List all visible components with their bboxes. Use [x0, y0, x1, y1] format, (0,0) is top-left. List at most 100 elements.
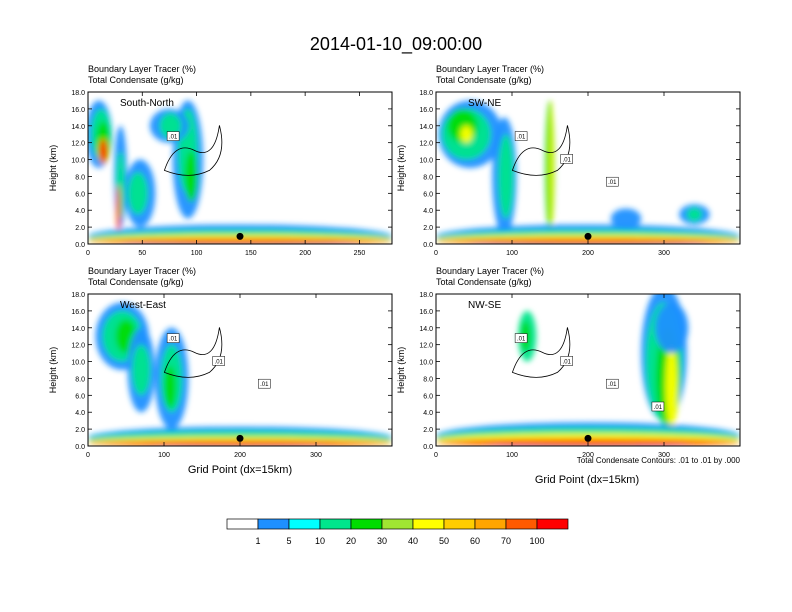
y-tick-label: 14.0 — [419, 326, 433, 333]
panel-header-line1: Boundary Layer Tracer (%) — [88, 64, 196, 74]
y-tick-label: 2.0 — [75, 427, 85, 434]
x-axis-label-right: Grid Point (dx=15km) — [535, 474, 639, 486]
legend-label: 10 — [315, 536, 325, 546]
legend-label: 70 — [501, 536, 511, 546]
svg-text:.01: .01 — [169, 135, 178, 141]
contour-label: .01 — [212, 356, 225, 366]
condensate-contours — [511, 125, 571, 176]
y-tick-label: 14.0 — [71, 326, 85, 333]
legend-swatch — [412, 518, 445, 530]
x-tick-label: 250 — [354, 250, 366, 257]
legend-label: 5 — [286, 536, 291, 546]
contour-label: .01 — [514, 131, 528, 141]
y-tick-label: 8.0 — [75, 174, 85, 181]
panel-header-line2: Total Condensate (g/kg) — [88, 75, 184, 85]
legend-swatch — [288, 518, 321, 530]
x-tick-label: 200 — [234, 452, 246, 459]
panel-1: .01 0.0 2.0 4.0 6.0 8.0 10.0 12.0 14.0 16.0 18.0 0 5… — [48, 64, 393, 257]
y-tick-label: 2.0 — [75, 225, 85, 232]
legend-swatch — [226, 518, 259, 530]
x-tick-label: 100 — [506, 452, 518, 459]
svg-text:.01: .01 — [563, 157, 572, 163]
panel-header-line2: Total Condensate (g/kg) — [88, 277, 184, 287]
y-axis-label: Height (km) — [396, 145, 406, 192]
svg-text:.01: .01 — [517, 337, 526, 343]
contour-note: Total Condensate Contours: .01 to .01 by… — [577, 456, 741, 465]
y-tick-label: 4.0 — [75, 208, 85, 215]
x-tick-label: 0 — [434, 452, 438, 459]
y-axis-label: Height (km) — [48, 145, 58, 192]
svg-text:.01: .01 — [517, 135, 526, 141]
plot-frame — [87, 91, 393, 245]
location-marker — [236, 232, 244, 240]
panel-label: West-East — [120, 300, 166, 311]
contour-label: .01 — [651, 401, 665, 412]
y-tick-label: 14.0 — [71, 124, 85, 131]
legend-swatch — [381, 518, 414, 530]
x-tick-label: 200 — [582, 452, 594, 459]
svg-text:.01: .01 — [563, 359, 572, 365]
contour-label: .01 — [560, 356, 573, 366]
x-tick-label: 50 — [138, 250, 146, 257]
y-tick-label: 10.0 — [71, 158, 85, 165]
y-tick-label: 2.0 — [423, 225, 433, 232]
x-tick-label: 0 — [86, 452, 90, 459]
panel-header-line1: Boundary Layer Tracer (%) — [88, 266, 196, 276]
y-tick-label: 12.0 — [419, 141, 433, 148]
y-tick-label: 4.0 — [423, 208, 433, 215]
y-tick-label: 8.0 — [423, 376, 433, 383]
condensate-contours — [163, 327, 223, 378]
contour-label: .01 — [166, 131, 180, 141]
y-tick-label: 6.0 — [75, 191, 85, 198]
y-tick-label: 18.0 — [419, 292, 433, 299]
plot-area — [436, 294, 740, 446]
legend-swatch — [536, 518, 569, 530]
y-tick-label: 4.0 — [423, 410, 433, 417]
x-tick-label: 200 — [582, 250, 594, 257]
condensate-contours — [163, 125, 223, 176]
x-axis-label-left: Grid Point (dx=15km) — [188, 464, 292, 476]
legend-label: 30 — [377, 536, 387, 546]
y-tick-label: 8.0 — [423, 174, 433, 181]
y-tick-label: 0.0 — [423, 444, 433, 451]
location-marker — [584, 232, 592, 240]
y-tick-label: 12.0 — [419, 343, 433, 350]
y-tick-label: 18.0 — [71, 292, 85, 299]
legend-label: 40 — [408, 536, 418, 546]
panel-label: South-North — [120, 98, 174, 109]
location-marker — [236, 434, 244, 442]
x-tick-label: 300 — [310, 452, 322, 459]
location-marker — [584, 434, 592, 442]
y-tick-label: 6.0 — [75, 393, 85, 400]
legend-label: 50 — [439, 536, 449, 546]
y-tick-label: 12.0 — [71, 141, 85, 148]
contour-label: .01 — [606, 378, 619, 389]
svg-text:.01: .01 — [608, 180, 617, 186]
svg-text:.01: .01 — [608, 382, 617, 388]
legend-swatch — [443, 518, 476, 530]
x-tick-label: 200 — [299, 250, 311, 257]
y-tick-label: 12.0 — [71, 343, 85, 350]
contour-label: .01 — [166, 333, 180, 343]
contour-label: .01 — [560, 154, 573, 164]
panel-label: NW-SE — [468, 300, 501, 311]
legend-label: 100 — [529, 536, 544, 546]
svg-text:.01: .01 — [260, 382, 269, 388]
x-tick-label: 0 — [86, 250, 90, 257]
y-tick-label: 16.0 — [71, 107, 85, 114]
x-tick-label: 100 — [158, 452, 170, 459]
panel-2: .01 .01 .01 0.0 2.0 4.0 6.0 8.0 10.0 12.0 14.0 16.0… — [396, 64, 741, 257]
svg-text:.01: .01 — [169, 337, 178, 343]
y-axis-label: Height (km) — [396, 347, 406, 394]
y-tick-label: 10.0 — [419, 158, 433, 165]
y-tick-label: 8.0 — [75, 376, 85, 383]
svg-text:.01: .01 — [654, 405, 663, 411]
x-tick-label: 300 — [658, 452, 670, 459]
color-legend: 1 5 10 20 30 40 50 60 70 100 — [226, 518, 569, 546]
legend-swatch — [505, 518, 538, 530]
y-tick-label: 18.0 — [71, 90, 85, 97]
y-tick-label: 16.0 — [419, 309, 433, 316]
y-axis-label: Height (km) — [48, 347, 58, 394]
panel-3: .01 .01 .01 0.0 2.0 4.0 6.0 8.0 10.0 12.0 14.0 16.0… — [48, 266, 393, 459]
y-tick-label: 0.0 — [75, 242, 85, 249]
